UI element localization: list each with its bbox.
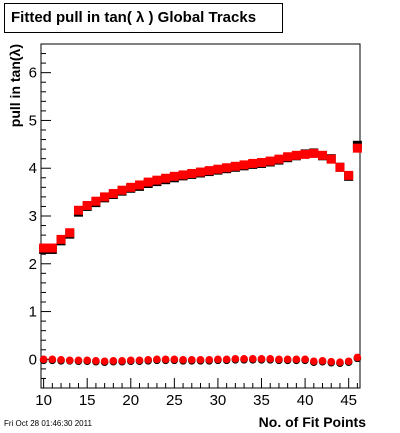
- data-point-square: [248, 158, 258, 168]
- data-point-square: [230, 161, 240, 171]
- data-point-square: [178, 170, 188, 180]
- data-point-circle: [57, 356, 65, 364]
- plot-frame: [40, 43, 361, 389]
- data-point-circle: [257, 355, 266, 363]
- data-point-square: [91, 196, 101, 206]
- data-point-circle: [170, 355, 179, 364]
- data-point-circle: [240, 355, 248, 363]
- data-point-square: [65, 228, 75, 238]
- data-point-circle: [109, 356, 118, 365]
- x-tick-label: 45: [340, 392, 357, 409]
- data-point-circle: [100, 357, 109, 366]
- data-point-square: [291, 150, 301, 160]
- data-point-circle: [135, 356, 144, 365]
- data-point-circle: [196, 356, 205, 364]
- data-point-square: [274, 154, 284, 164]
- data-point-square: [143, 177, 153, 187]
- data-point-circle: [65, 356, 74, 365]
- data-point-circle: [118, 356, 126, 365]
- data-point-square: [213, 164, 223, 174]
- data-point-circle: [266, 355, 275, 363]
- data-point-square: [82, 200, 92, 210]
- data-point-square: [126, 182, 136, 192]
- data-point-circle: [187, 356, 196, 364]
- data-point-square: [196, 167, 205, 177]
- data-point-square: [134, 180, 144, 190]
- y-tick-label: 0: [29, 351, 37, 368]
- data-point-square: [239, 160, 249, 170]
- x-tick-label: 20: [122, 392, 139, 409]
- x-tick-label: 35: [253, 392, 270, 409]
- data-point-circle: [283, 355, 292, 364]
- data-point-circle: [48, 355, 57, 364]
- data-point-circle: [39, 355, 48, 364]
- y-tick-label: 6: [29, 65, 37, 82]
- y-tick-label: 5: [29, 112, 37, 129]
- timestamp: Fri Oct 28 01:46:30 2011: [4, 419, 92, 428]
- data-point-square: [169, 171, 179, 181]
- data-point-square: [100, 192, 110, 202]
- data-point-circle: [248, 355, 257, 363]
- x-tick-label: 40: [297, 392, 314, 409]
- data-point-square: [326, 154, 336, 164]
- data-point-circle: [222, 355, 231, 364]
- data-point-circle: [83, 356, 91, 365]
- data-point-circle: [292, 355, 301, 364]
- data-point-square: [265, 156, 275, 166]
- data-point-circle: [74, 356, 83, 365]
- data-point-square: [204, 166, 214, 176]
- y-tick-label: 4: [29, 160, 37, 177]
- data-point-square: [352, 143, 362, 153]
- data-point-circle: [231, 355, 240, 363]
- data-point-square: [117, 185, 127, 195]
- data-point-circle: [205, 356, 214, 364]
- data-point-circle: [153, 355, 161, 364]
- data-point-circle: [353, 353, 362, 362]
- data-point-square: [152, 175, 162, 185]
- data-point-circle: [126, 356, 135, 365]
- x-tick-label: 25: [166, 392, 183, 409]
- x-tick-label: 30: [210, 392, 227, 409]
- data-point-circle: [144, 356, 153, 364]
- data-point-circle: [310, 357, 318, 366]
- data-point-square: [187, 168, 197, 178]
- x-axis-label: No. of Fit Points: [259, 414, 367, 430]
- data-point-circle: [214, 355, 222, 364]
- y-tick-label: 1: [29, 304, 37, 321]
- data-point-square: [161, 173, 171, 183]
- chart-title: Fitted pull in tan( λ ) Global Tracks: [4, 3, 283, 33]
- data-point-square: [257, 157, 267, 167]
- data-point-square: [300, 149, 310, 159]
- data-point-circle: [327, 357, 336, 366]
- x-tick-label: 10: [35, 392, 52, 409]
- data-point-circle: [275, 355, 283, 364]
- y-tick-label: 2: [29, 256, 37, 273]
- data-markers: [39, 140, 362, 367]
- data-point-circle: [336, 358, 344, 367]
- data-point-square: [56, 234, 66, 244]
- data-point-square: [344, 170, 354, 180]
- data-point-square: [309, 148, 319, 158]
- data-point-circle: [318, 356, 327, 365]
- data-point-square: [283, 152, 293, 162]
- data-point-circle: [344, 357, 353, 366]
- data-point-square: [73, 205, 83, 215]
- data-point-circle: [301, 355, 309, 364]
- data-point-square: [318, 150, 328, 160]
- data-point-square: [108, 189, 118, 199]
- data-point-circle: [92, 356, 100, 365]
- y-axis-label: pull in tan(λ): [7, 44, 23, 127]
- data-point-circle: [161, 355, 170, 364]
- data-point-square: [47, 243, 57, 253]
- x-tick-label: 15: [79, 392, 96, 409]
- data-point-circle: [179, 356, 187, 364]
- y-tick-label: 3: [29, 208, 37, 225]
- data-point-square: [335, 162, 345, 172]
- data-point-square: [222, 163, 232, 173]
- data-point-square: [39, 243, 49, 253]
